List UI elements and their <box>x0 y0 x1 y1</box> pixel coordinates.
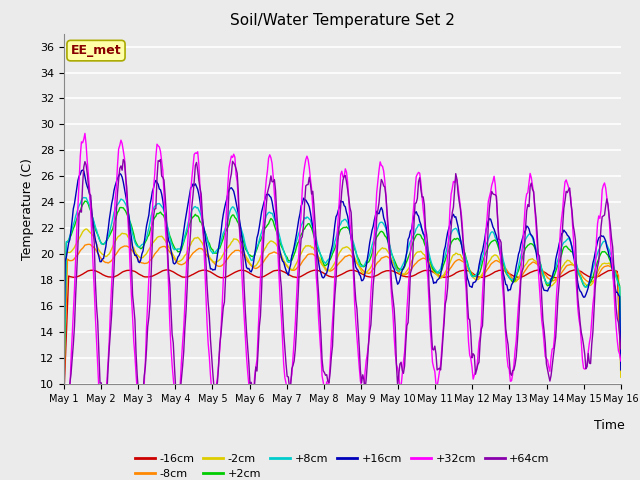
+64cm <box>470 352 478 358</box>
-8cm <box>373 261 381 266</box>
+8cm <box>399 261 407 266</box>
+64cm <box>567 200 575 206</box>
+2cm <box>81 198 89 204</box>
-2cm <box>617 374 625 380</box>
Y-axis label: Temperature (C): Temperature (C) <box>22 158 35 260</box>
+64cm <box>399 371 407 376</box>
-16cm <box>617 360 625 366</box>
+8cm <box>80 194 88 200</box>
+2cm <box>617 341 625 347</box>
+32cm <box>234 199 242 205</box>
-2cm <box>470 276 478 281</box>
+16cm <box>399 265 407 271</box>
+32cm <box>81 131 89 136</box>
+2cm <box>60 377 68 383</box>
+64cm <box>296 252 304 258</box>
-16cm <box>567 268 575 274</box>
-8cm <box>567 262 575 267</box>
+32cm <box>296 228 304 234</box>
-2cm <box>83 226 90 232</box>
-2cm <box>399 271 407 277</box>
+8cm <box>234 216 242 222</box>
+64cm <box>373 215 381 220</box>
-8cm <box>296 263 304 268</box>
+16cm <box>79 167 86 173</box>
+8cm <box>617 343 625 348</box>
-2cm <box>567 260 575 265</box>
+64cm <box>617 346 625 352</box>
+32cm <box>60 454 68 460</box>
Line: -8cm: -8cm <box>64 244 621 385</box>
+16cm <box>617 367 625 373</box>
+16cm <box>373 208 381 214</box>
-16cm <box>60 391 68 397</box>
+64cm <box>120 156 127 162</box>
+2cm <box>399 266 407 272</box>
-2cm <box>296 253 304 259</box>
+16cm <box>296 211 304 216</box>
Text: EE_met: EE_met <box>70 44 122 57</box>
-8cm <box>617 353 625 359</box>
Legend: -16cm, -8cm, -2cm, +2cm, +8cm, +16cm, +32cm, +64cm: -16cm, -8cm, -2cm, +2cm, +8cm, +16cm, +3… <box>131 449 554 480</box>
Line: -16cm: -16cm <box>64 270 621 394</box>
+16cm <box>234 211 242 217</box>
+8cm <box>373 228 381 234</box>
+8cm <box>567 240 575 245</box>
Line: +16cm: +16cm <box>64 170 621 370</box>
+32cm <box>399 359 407 365</box>
Title: Soil/Water Temperature Set 2: Soil/Water Temperature Set 2 <box>230 13 455 28</box>
+2cm <box>470 274 478 279</box>
-8cm <box>470 273 478 278</box>
-16cm <box>399 273 407 279</box>
-16cm <box>296 274 304 280</box>
+2cm <box>373 234 381 240</box>
+32cm <box>470 372 478 378</box>
Line: -2cm: -2cm <box>64 229 621 377</box>
+8cm <box>60 373 68 379</box>
+16cm <box>60 343 68 348</box>
+32cm <box>567 195 575 201</box>
-8cm <box>234 247 242 253</box>
+8cm <box>296 228 304 233</box>
-2cm <box>60 354 68 360</box>
+32cm <box>373 190 381 195</box>
Line: +64cm: +64cm <box>64 159 621 450</box>
Line: +32cm: +32cm <box>64 133 621 457</box>
+2cm <box>567 249 575 254</box>
+64cm <box>234 190 242 196</box>
+2cm <box>234 220 242 226</box>
+16cm <box>470 279 478 285</box>
-8cm <box>60 383 68 388</box>
-16cm <box>373 273 381 278</box>
-8cm <box>399 272 407 278</box>
Line: +2cm: +2cm <box>64 201 621 380</box>
+8cm <box>470 273 478 279</box>
+16cm <box>567 240 575 245</box>
+64cm <box>60 447 68 453</box>
-8cm <box>84 241 92 247</box>
-2cm <box>373 252 381 257</box>
-16cm <box>470 272 478 277</box>
-2cm <box>234 238 242 244</box>
+32cm <box>617 358 625 364</box>
-16cm <box>234 268 242 274</box>
X-axis label: Time: Time <box>595 419 625 432</box>
+2cm <box>296 234 304 240</box>
-16cm <box>163 267 170 273</box>
Line: +8cm: +8cm <box>64 197 621 376</box>
